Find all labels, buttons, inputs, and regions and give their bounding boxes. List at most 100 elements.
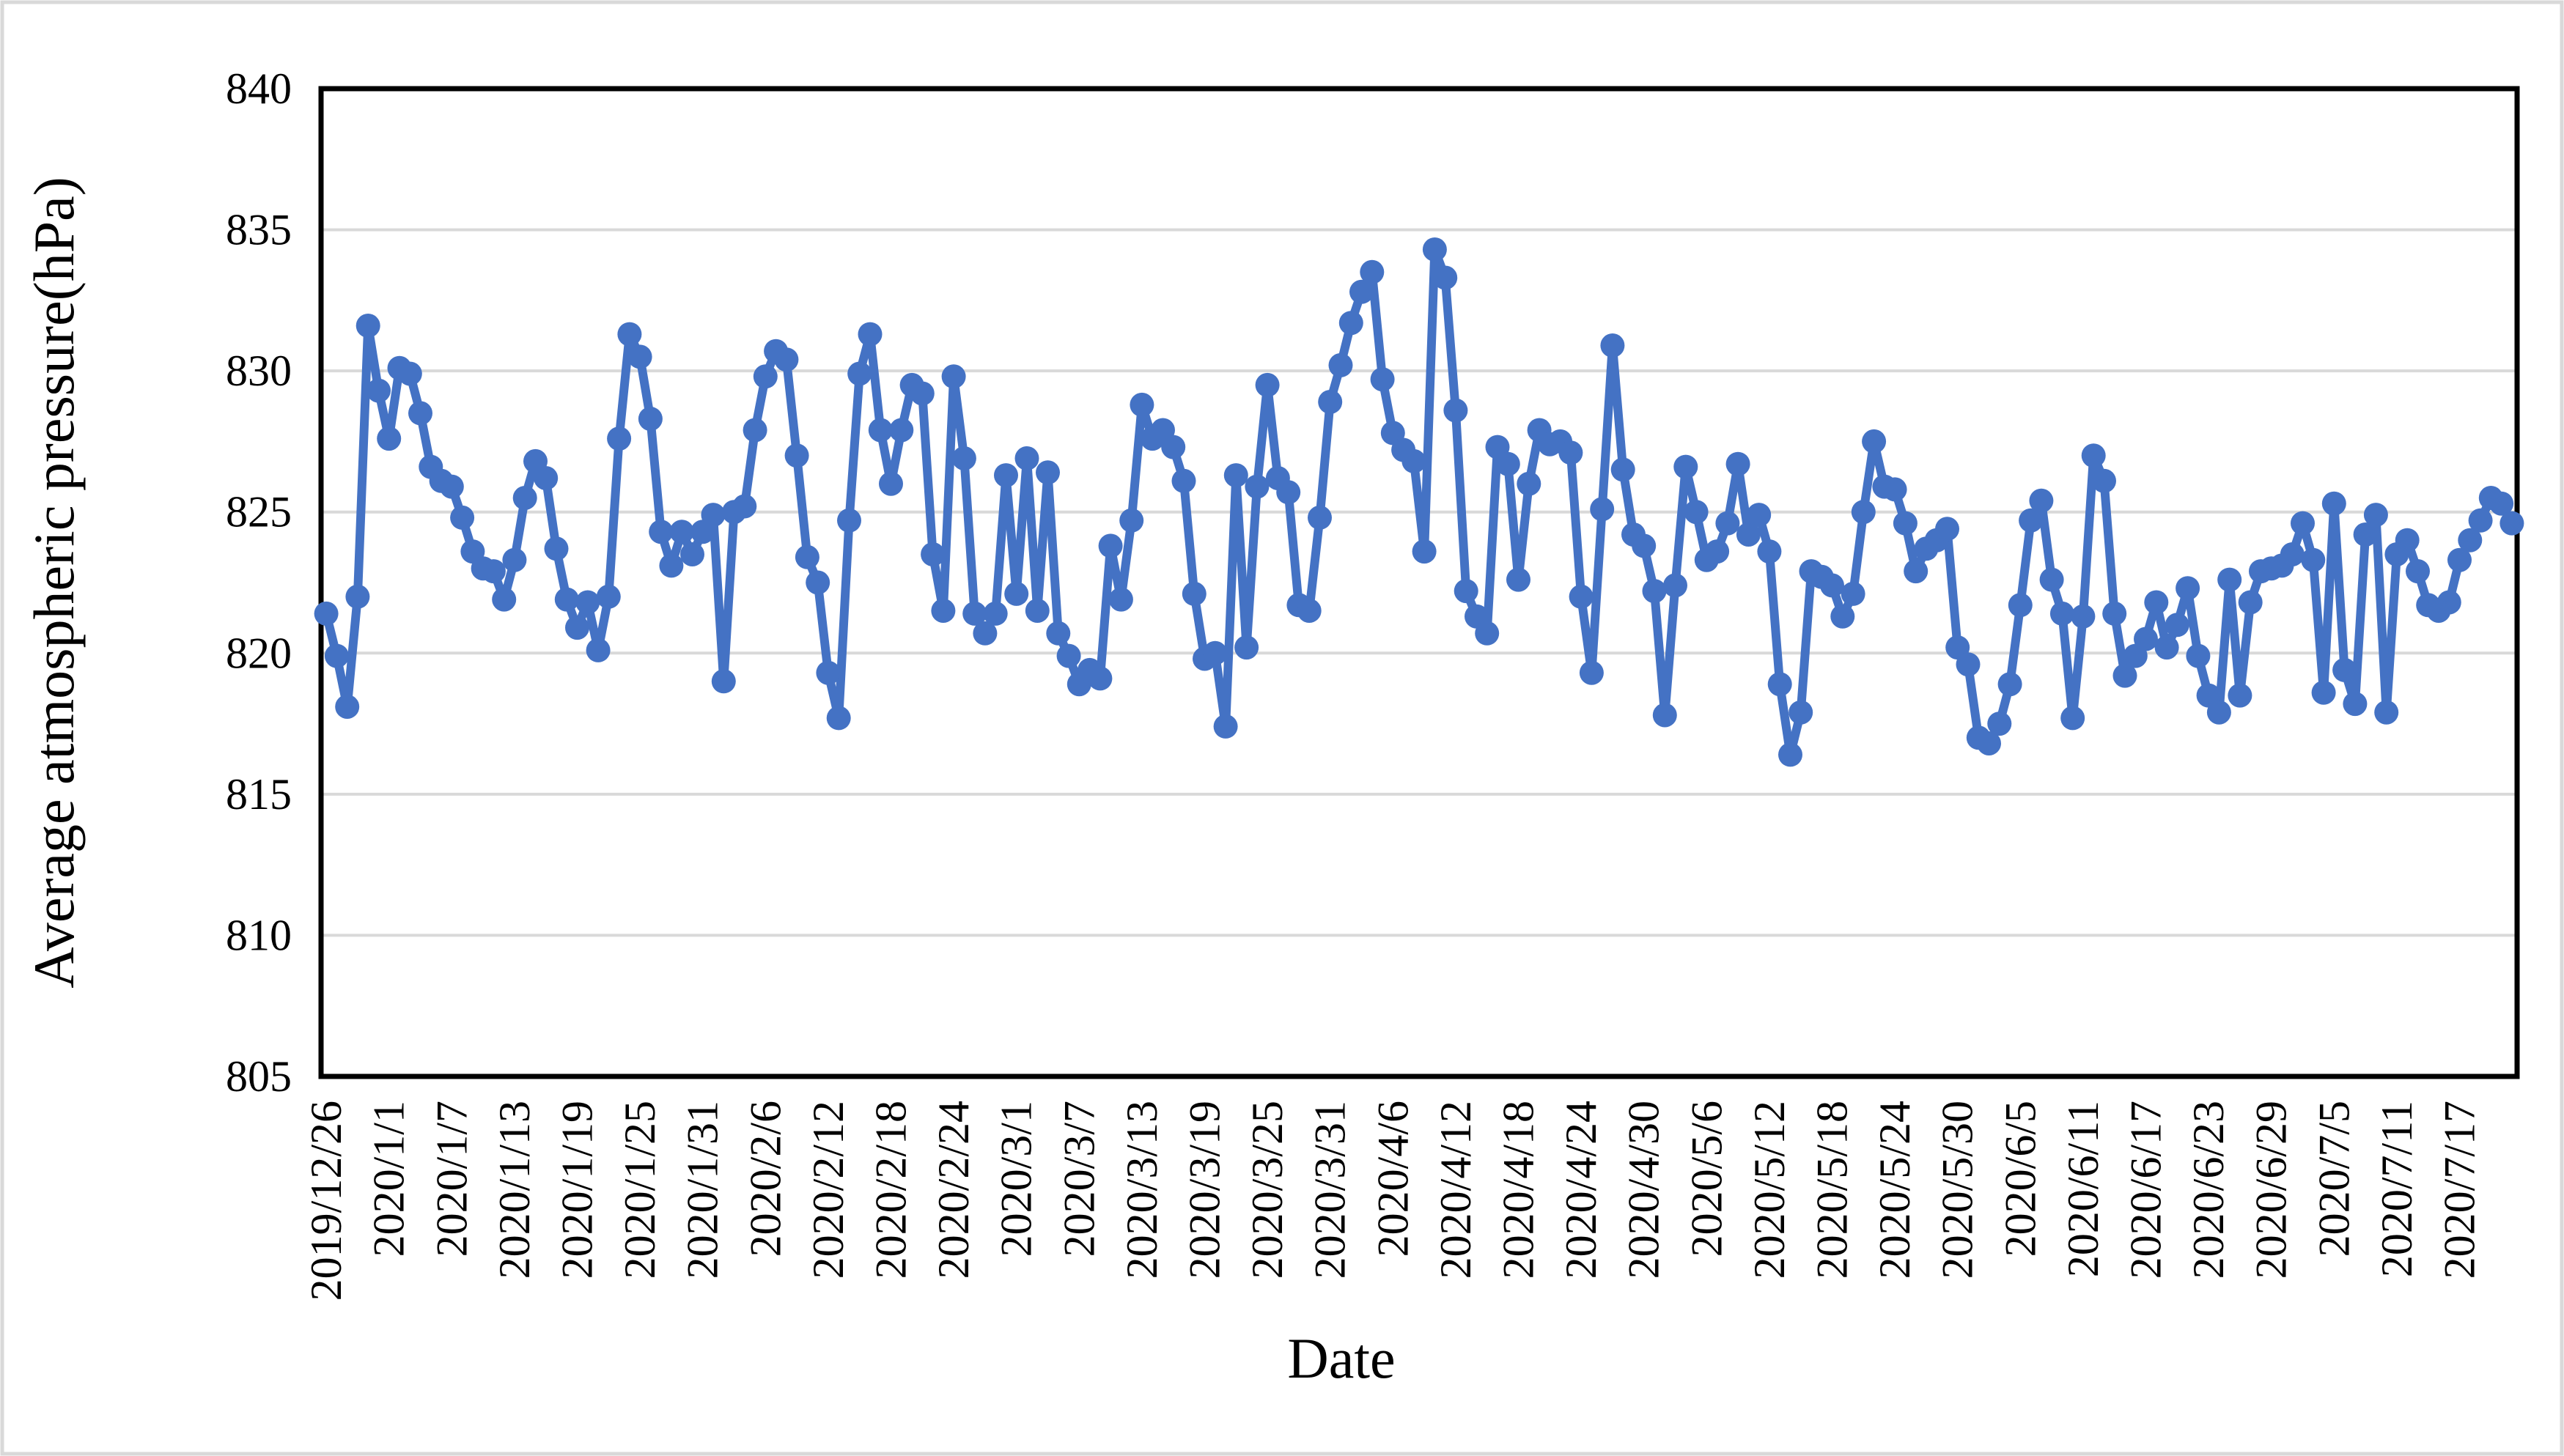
data-point xyxy=(2081,443,2106,468)
data-point xyxy=(826,706,851,731)
data-point xyxy=(1370,367,1395,392)
data-point xyxy=(2374,700,2399,725)
x-tick-label: 2020/4/6 xyxy=(1368,1101,1417,1257)
data-point xyxy=(1705,539,1730,564)
x-tick-label: 2020/4/30 xyxy=(1620,1101,1668,1279)
data-point xyxy=(1308,505,1332,530)
data-point xyxy=(2489,491,2514,516)
data-point xyxy=(1182,581,1207,606)
data-point xyxy=(1056,643,1081,668)
data-point xyxy=(941,364,966,389)
data-point xyxy=(795,544,819,569)
data-point xyxy=(983,601,1008,626)
x-tick-label: 2020/1/7 xyxy=(427,1101,476,1257)
x-tick-label: 2020/3/19 xyxy=(1181,1101,1229,1279)
data-point xyxy=(1036,460,1060,485)
data-point xyxy=(1715,511,1740,536)
x-tick-label: 2020/3/13 xyxy=(1118,1101,1166,1279)
data-point xyxy=(2458,528,2483,553)
data-point xyxy=(962,601,987,626)
data-point xyxy=(2395,528,2420,553)
data-point xyxy=(1213,714,1238,739)
y-tick-label: 830 xyxy=(226,347,292,395)
y-tick-label: 810 xyxy=(226,911,292,959)
x-tick-label: 2020/6/17 xyxy=(2122,1101,2170,1279)
data-point xyxy=(1841,581,1865,606)
data-point xyxy=(1338,311,1363,336)
data-point xyxy=(1223,463,1248,488)
data-point xyxy=(1893,511,1918,536)
data-point xyxy=(711,669,736,694)
x-tick-label: 2020/7/5 xyxy=(2310,1101,2358,1257)
data-point xyxy=(565,616,589,640)
data-point xyxy=(2186,643,2211,668)
x-tick-label: 2020/3/7 xyxy=(1055,1101,1103,1257)
data-point xyxy=(1788,700,1813,725)
data-point xyxy=(1171,468,1196,493)
x-tick-label: 2020/4/18 xyxy=(1495,1101,1543,1279)
data-point xyxy=(1977,731,2001,755)
x-tick-label: 2020/6/29 xyxy=(2247,1101,2296,1279)
data-point xyxy=(858,322,883,347)
data-point xyxy=(324,643,349,668)
data-point xyxy=(649,520,674,544)
x-tick-label: 2020/3/25 xyxy=(1243,1101,1292,1279)
data-point xyxy=(2353,522,2378,547)
data-point xyxy=(366,378,391,403)
data-point xyxy=(1747,503,1772,528)
data-point xyxy=(2332,657,2357,682)
data-point xyxy=(1088,666,1113,691)
data-point xyxy=(1234,635,1259,660)
data-point xyxy=(1276,480,1301,505)
x-tick-label: 2020/2/12 xyxy=(804,1101,852,1279)
data-point xyxy=(1820,573,1844,598)
y-tick-label: 815 xyxy=(226,770,292,818)
y-tick-label: 840 xyxy=(226,64,292,113)
data-point xyxy=(1328,352,1353,377)
data-point xyxy=(1904,559,1928,584)
data-point xyxy=(2343,692,2368,717)
gridlines xyxy=(321,228,2517,937)
data-point xyxy=(879,471,903,496)
data-point xyxy=(1642,579,1667,604)
data-point xyxy=(1830,604,1855,629)
data-point xyxy=(1004,581,1029,606)
data-point xyxy=(450,505,475,530)
data-point xyxy=(701,503,726,528)
data-point xyxy=(1987,712,2012,736)
data-point xyxy=(408,401,432,426)
data-point xyxy=(534,466,559,490)
data-point xyxy=(1862,429,1887,454)
x-tick-label: 2020/6/11 xyxy=(2059,1101,2107,1277)
data-point xyxy=(492,587,517,612)
data-point xyxy=(502,547,527,572)
data-point xyxy=(2447,547,2472,572)
data-point xyxy=(1632,533,1657,558)
data-point xyxy=(1495,451,1520,476)
data-point xyxy=(1652,703,1677,728)
x-tick-label: 2019/12/26 xyxy=(302,1101,350,1301)
data-point xyxy=(1255,372,1280,397)
data-point xyxy=(2217,567,2242,592)
data-point xyxy=(1997,672,2022,697)
data-point xyxy=(2436,590,2461,615)
x-tick-label: 2020/3/1 xyxy=(992,1101,1041,1257)
x-tick-label: 2020/4/12 xyxy=(1432,1101,1480,1279)
data-point xyxy=(2165,613,2189,638)
x-tick-label: 2020/5/24 xyxy=(1871,1101,1919,1279)
data-point xyxy=(481,559,506,584)
data-point xyxy=(1610,457,1635,482)
data-point xyxy=(335,695,360,719)
data-point xyxy=(951,446,976,470)
data-point xyxy=(1454,579,1478,604)
data-point xyxy=(931,599,956,623)
data-point xyxy=(1579,660,1604,685)
data-point xyxy=(921,542,946,566)
data-point xyxy=(627,344,652,369)
y-axis-title: Average atmospheric pressure(hPa) xyxy=(22,177,86,988)
x-tick-label: 2020/4/24 xyxy=(1557,1101,1605,1279)
data-point xyxy=(2238,590,2263,615)
data-point xyxy=(680,542,704,566)
